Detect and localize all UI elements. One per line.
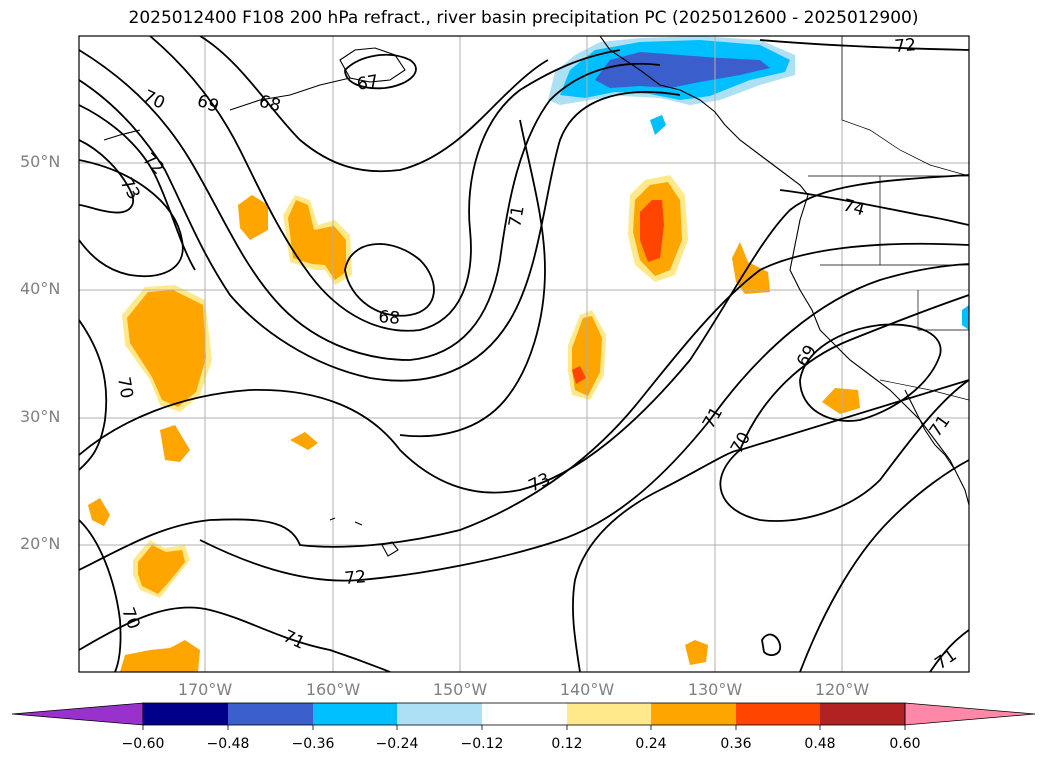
- colorbar-segment: [736, 703, 820, 725]
- refractivity-contours: [79, 36, 969, 672]
- contour-71-se: [799, 459, 969, 672]
- positive-region-small-c: [290, 432, 318, 450]
- colorbar-extend-low: [11, 702, 144, 726]
- colorbar-segment: [228, 703, 313, 725]
- colorbar: [11, 702, 1036, 730]
- colorbar-tick-label: 0.36: [720, 736, 752, 752]
- contour-67: [344, 53, 417, 90]
- coastlines: [103, 36, 969, 557]
- contour-69-east: [799, 323, 942, 422]
- colorbar-frame: [142, 702, 906, 726]
- positive-region-ne-pacific-core: [640, 200, 664, 262]
- lon-label: 170°W: [177, 680, 233, 699]
- colorbar-segment: [313, 703, 397, 725]
- lon-label: 140°W: [559, 680, 615, 699]
- positive-region-near-dateline-mid: [288, 200, 346, 280]
- contour-68-low: [344, 243, 435, 317]
- colorbar-tick-label: −0.24: [375, 736, 419, 752]
- positive-region-small-d: [88, 498, 110, 526]
- contour-loop-small: [761, 633, 782, 656]
- colorbar-tick-label: −0.48: [206, 736, 250, 752]
- positive-region-south-west-mid: [138, 545, 185, 594]
- contour-73-west: [79, 139, 134, 214]
- colorbar-segment: [820, 703, 905, 725]
- contour-label: 70: [113, 375, 136, 400]
- plot-frame: [78, 35, 970, 673]
- map-plot-area: 70 69 68 67 72 73 72 74 71 68 69 70 71 7…: [79, 35, 969, 672]
- colorbar-extend-high: [904, 702, 1036, 726]
- contour-label: 72: [344, 567, 367, 589]
- contour-71-east: [399, 119, 546, 438]
- contour-72-main: [79, 242, 969, 571]
- contour-label: 67: [355, 71, 380, 94]
- contour-70-north: [79, 49, 661, 361]
- positive-region-small-a: [238, 195, 268, 240]
- lat-label: 50°N: [20, 152, 61, 171]
- colorbar-tick-label: 0.60: [889, 736, 921, 752]
- lon-label: 130°W: [687, 680, 743, 699]
- contour-label: 72: [894, 35, 917, 57]
- contour-71-south: [79, 606, 391, 672]
- contour-71-corner: [929, 629, 969, 672]
- positive-region-south-bottom: [120, 640, 200, 672]
- colorbar-segment: [567, 703, 651, 725]
- contour-74: [779, 189, 969, 226]
- contour-70-east: [719, 294, 969, 522]
- contour-70-west: [79, 319, 108, 471]
- contour-label: 71: [505, 204, 528, 229]
- contour-70-sw: [79, 519, 122, 672]
- contour-68-north: [199, 36, 549, 173]
- positive-region-small-b: [160, 425, 190, 462]
- contour-east-lower: [572, 449, 741, 672]
- lon-label: 160°W: [305, 680, 361, 699]
- contour-71-mid: [199, 263, 969, 582]
- colorbar-tick-label: −0.36: [291, 736, 335, 752]
- contour-72-west: [79, 159, 184, 278]
- contour-69: [149, 36, 621, 332]
- colorbar-tick-label: 0.12: [551, 736, 583, 752]
- positive-region-east: [732, 242, 770, 294]
- positive-region-center-core: [572, 366, 586, 384]
- colorbar-segment: [397, 703, 482, 725]
- contour-73-main: [79, 174, 969, 494]
- colorbar-segment: [143, 703, 228, 725]
- colorbar-tick-label: 0.48: [804, 736, 836, 752]
- contour-72-northeast: [759, 39, 969, 51]
- negative-region-small: [650, 115, 666, 135]
- lat-label: 40°N: [20, 279, 61, 298]
- negative-region-east-edge: [962, 305, 969, 330]
- contour-label: 68: [378, 307, 401, 329]
- colorbar-tick-label: −0.60: [121, 736, 165, 752]
- contour-71-north: [79, 79, 681, 382]
- colorbar-segment: [651, 703, 736, 725]
- lon-label: 150°W: [432, 680, 488, 699]
- lat-label: 30°N: [20, 407, 61, 426]
- colorbar-tick-label: 0.24: [635, 736, 667, 752]
- negative-region-gulf-alaska-core: [595, 52, 770, 88]
- lat-label: 20°N: [20, 534, 61, 553]
- colorbar-segment: [482, 703, 567, 725]
- precipitation-shading: [88, 36, 969, 672]
- colorbar-tick-label: −0.12: [460, 736, 504, 752]
- lon-label: 120°W: [814, 680, 870, 699]
- positive-region-baja: [822, 388, 860, 414]
- positive-region-central-west-mid: [127, 290, 206, 407]
- map-title: 2025012400 F108 200 hPa refract., river …: [128, 8, 919, 28]
- positive-region-small-e: [685, 640, 708, 665]
